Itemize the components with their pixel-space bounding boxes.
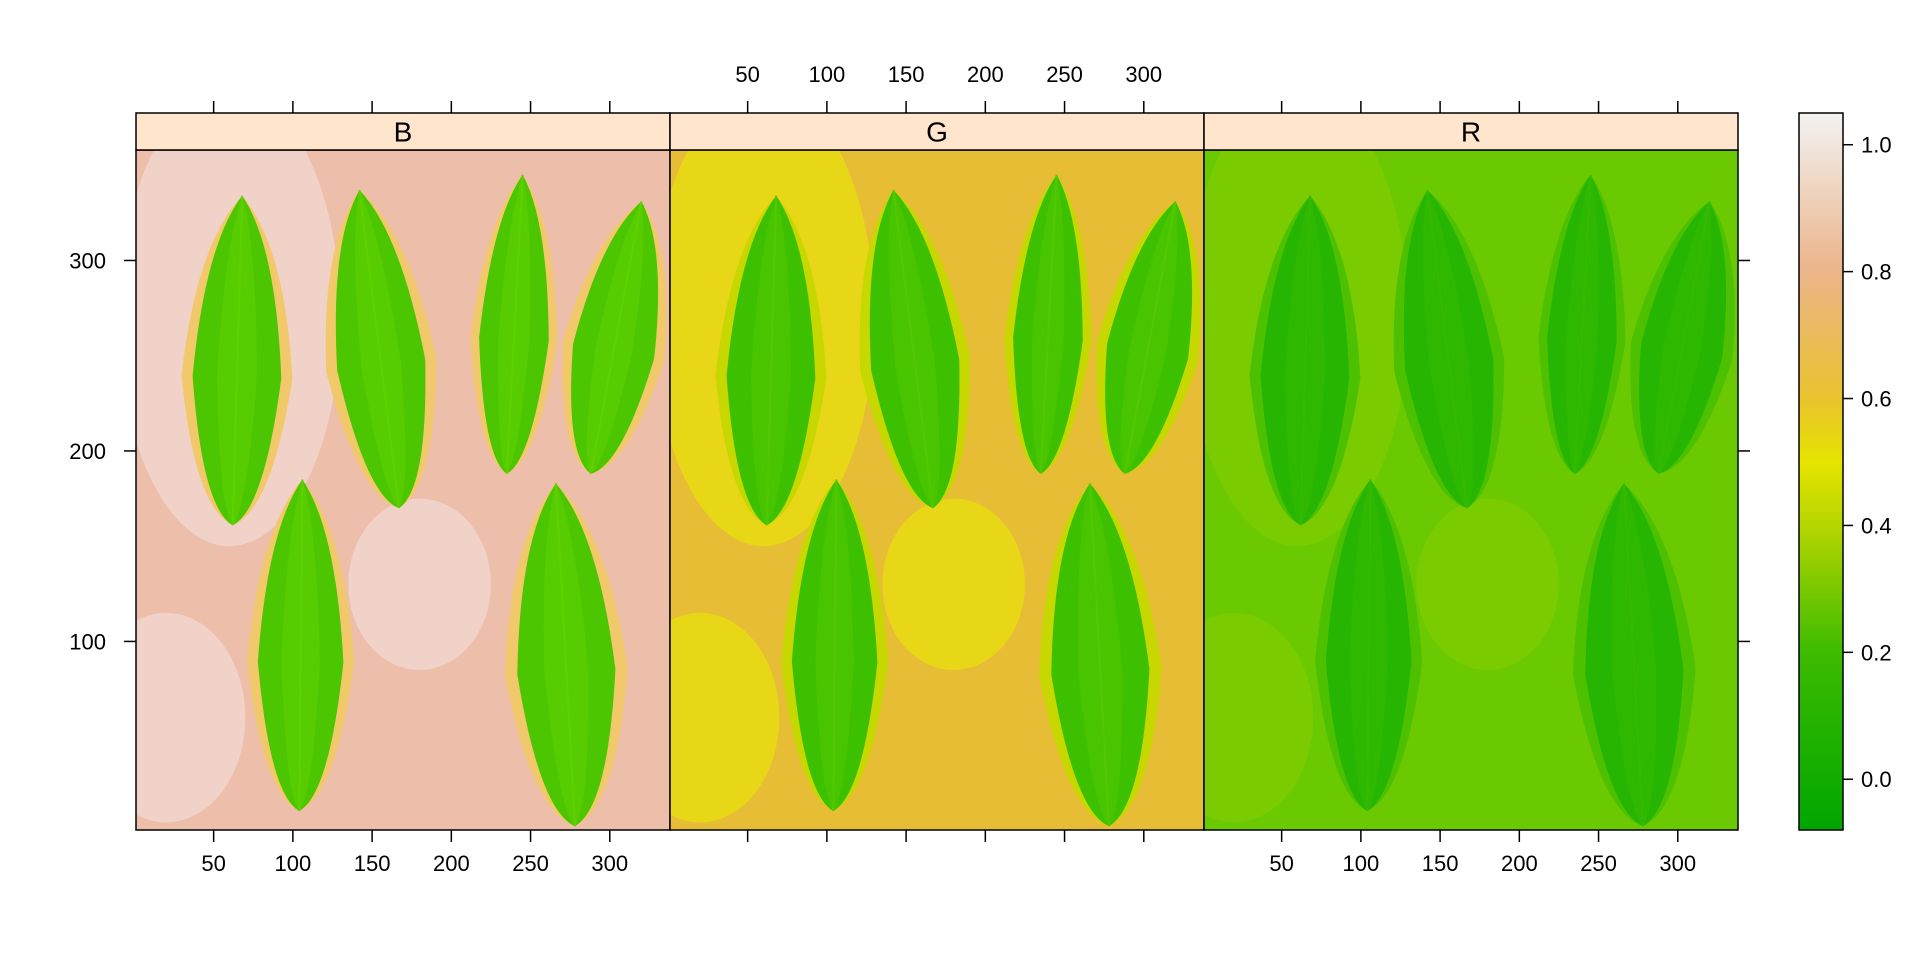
x-tick-label: 150 — [1422, 851, 1459, 876]
leaf-midrib — [1039, 174, 1058, 474]
x-tick-label-top: 150 — [888, 62, 925, 87]
strip-B — [135, 112, 671, 151]
leaf-midrib — [589, 201, 643, 474]
x-tick-label-top: 50 — [735, 62, 759, 87]
colorbar-tick-label: 1.0 — [1861, 133, 1892, 158]
x-tick-label-top: 100 — [809, 62, 846, 87]
leaf-midrib — [231, 195, 244, 526]
x-tick-label: 150 — [354, 851, 391, 876]
leaf-midrib — [505, 174, 524, 474]
colorbar-tick-label: 0.4 — [1861, 513, 1892, 538]
background-region — [670, 612, 780, 823]
x-tick-label: 50 — [1269, 851, 1293, 876]
leaf-midrib — [892, 189, 935, 509]
x-tick-label-top: 300 — [1125, 62, 1162, 87]
x-tick-label: 200 — [1501, 851, 1538, 876]
x-tick-label: 200 — [433, 851, 470, 876]
strip-R — [1203, 112, 1739, 151]
background-region — [882, 498, 1025, 670]
y-tick-label: 100 — [69, 629, 106, 654]
colorbar-tick-label: 0.8 — [1861, 260, 1892, 285]
colorbar-gradient — [1798, 112, 1844, 831]
y-tick-label: 200 — [69, 439, 106, 464]
y-tick-label: 300 — [69, 248, 106, 273]
x-tick-label: 300 — [1659, 851, 1696, 876]
colorbar-tick-label: 0.2 — [1861, 640, 1892, 665]
leaf-midrib — [832, 479, 838, 811]
leaf-midrib — [1123, 201, 1177, 474]
leaf-midrib — [1426, 189, 1469, 509]
strip-label: B — [394, 117, 413, 148]
leaf-midrib — [1573, 174, 1592, 474]
leaf-midrib — [298, 479, 304, 811]
panel-B: B — [135, 112, 671, 831]
leaf-midrib — [1088, 483, 1110, 827]
leaf-midrib — [1366, 479, 1372, 811]
x-tick-label: 250 — [1580, 851, 1617, 876]
colorbar-tick-label: 0.0 — [1861, 767, 1892, 792]
background-region — [348, 498, 491, 670]
leaf-midrib — [1657, 201, 1711, 474]
leaf-midrib — [358, 189, 401, 509]
x-tick-label: 100 — [275, 851, 312, 876]
x-tick-label: 100 — [1343, 851, 1380, 876]
colorbar: 0.0 0.2 0.4 0.6 0.8 1.0 — [1798, 112, 1892, 831]
background-region — [136, 612, 246, 823]
leaf-midrib — [765, 195, 778, 526]
background-region — [1204, 612, 1314, 823]
panel-R: R — [1203, 112, 1739, 831]
colorbar-tick-label: 0.6 — [1861, 387, 1892, 412]
x-tick-label-top: 250 — [1046, 62, 1083, 87]
x-tick-label: 300 — [591, 851, 628, 876]
x-tick-label: 250 — [512, 851, 549, 876]
panel-G: G — [669, 112, 1205, 831]
strip-label: G — [926, 117, 948, 148]
leaf-midrib — [554, 483, 576, 827]
background-region — [1416, 498, 1559, 670]
x-tick-label-top: 200 — [967, 62, 1004, 87]
leaf-midrib — [1299, 195, 1312, 526]
strip-label: R — [1461, 117, 1481, 148]
x-tick-label: 50 — [201, 851, 225, 876]
axes-layer: 50 100 150 200 250 300 50 100 150 200 250 300 50 100 1… — [69, 62, 1750, 876]
leaf-midrib — [1622, 483, 1644, 827]
